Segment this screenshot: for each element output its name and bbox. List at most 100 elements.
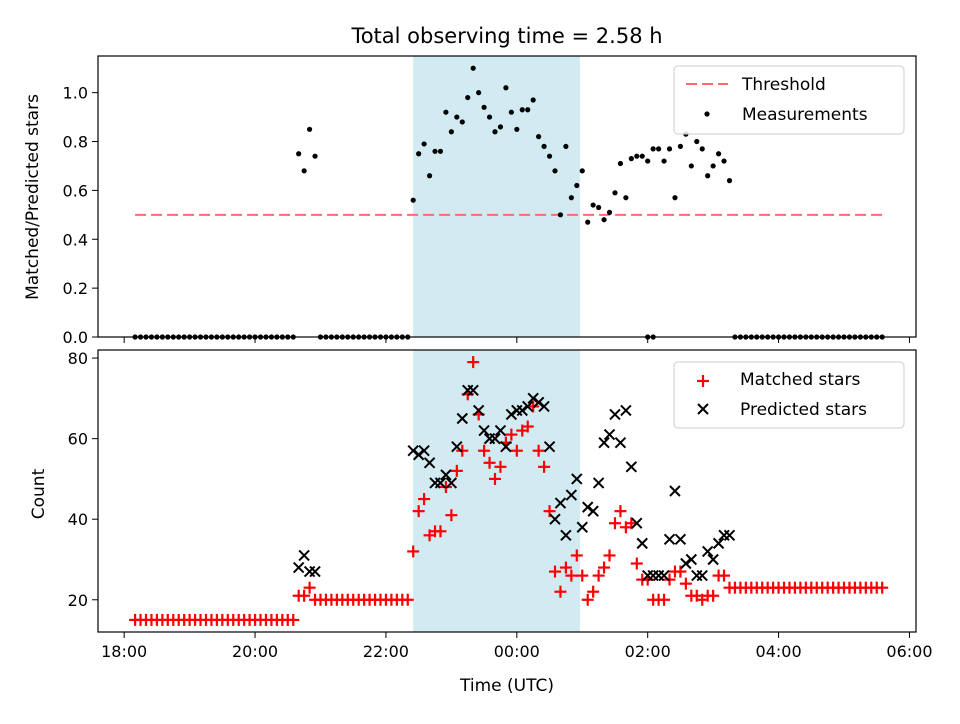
predicted-point bbox=[418, 445, 430, 457]
measurement-point bbox=[497, 124, 504, 130]
matched-legend-swatch bbox=[697, 375, 709, 387]
predicted-point bbox=[423, 457, 436, 469]
predicted-point bbox=[592, 477, 605, 489]
predicted-point bbox=[636, 537, 648, 550]
measurement-point bbox=[623, 195, 629, 201]
y-tick-label: 80 bbox=[68, 349, 88, 368]
predicted-point bbox=[565, 489, 578, 501]
measurement-point bbox=[312, 153, 318, 159]
matched-point bbox=[598, 561, 611, 574]
predicted-point bbox=[625, 461, 638, 473]
predicted-point bbox=[543, 440, 556, 453]
predicted-point bbox=[303, 565, 316, 578]
matched-point bbox=[559, 561, 572, 574]
measurement-point bbox=[432, 148, 438, 154]
measurement-point bbox=[699, 146, 705, 152]
measurement-point bbox=[656, 146, 662, 152]
measurement-point bbox=[459, 119, 465, 125]
measurement-point bbox=[410, 197, 416, 203]
predicted-point bbox=[620, 404, 632, 417]
measurement-point bbox=[519, 107, 525, 113]
predicted-point bbox=[532, 396, 545, 409]
predicted-point bbox=[494, 424, 507, 437]
measurement-point bbox=[503, 85, 509, 91]
predicted-point bbox=[603, 428, 616, 441]
matched-point bbox=[565, 569, 578, 582]
predicted-point bbox=[669, 485, 681, 497]
predicted-point bbox=[631, 517, 643, 529]
count-legend-box bbox=[673, 361, 905, 429]
measurement-point bbox=[715, 151, 722, 157]
matched-point bbox=[674, 565, 687, 578]
predicted-point bbox=[571, 473, 583, 485]
measurement-point bbox=[443, 109, 449, 115]
matched-point bbox=[489, 472, 502, 485]
ratio-axes: 0.0 0.2 0.4 0.6 0.8 1.0 bbox=[63, 84, 910, 347]
measurement-point bbox=[563, 143, 569, 150]
y-tick-label: 0.6 bbox=[63, 181, 88, 200]
predicted-point bbox=[516, 404, 528, 417]
matched-point bbox=[303, 581, 316, 594]
predicted-point bbox=[598, 436, 610, 449]
predicted-point bbox=[680, 557, 692, 570]
predicted-point bbox=[478, 424, 490, 437]
measurement-point bbox=[672, 195, 678, 201]
predicted-point bbox=[549, 513, 561, 525]
matched-point bbox=[527, 400, 540, 413]
measurement-point bbox=[301, 168, 307, 174]
predicted-point bbox=[500, 440, 512, 453]
matched-point bbox=[445, 509, 458, 522]
measurement-point bbox=[650, 146, 656, 152]
predicted-point bbox=[560, 529, 572, 542]
y-tick-label: 0.4 bbox=[63, 230, 88, 249]
measurement-point bbox=[606, 209, 613, 215]
measurement-point bbox=[628, 156, 634, 162]
matched-point bbox=[581, 593, 594, 606]
matched-point bbox=[456, 444, 469, 457]
measurement-point bbox=[574, 182, 580, 189]
x-tick-label: 22:00 bbox=[363, 642, 409, 661]
measurement-point bbox=[634, 153, 640, 159]
predicted-point bbox=[685, 553, 698, 566]
measurement-point bbox=[601, 217, 607, 223]
matched-point bbox=[298, 589, 311, 602]
measurement-point bbox=[476, 90, 482, 96]
measurement-point bbox=[306, 126, 313, 132]
measurement-point bbox=[585, 219, 591, 225]
measurement-point bbox=[705, 173, 711, 179]
predicted-point bbox=[718, 529, 730, 542]
predicted-legend-swatch bbox=[697, 403, 709, 415]
predicted-point bbox=[445, 477, 458, 489]
count-y-axis-label: Count bbox=[29, 468, 49, 519]
predicted-point bbox=[412, 449, 425, 461]
matched-point bbox=[570, 549, 583, 562]
measurement-point bbox=[694, 138, 700, 145]
predicted-point bbox=[609, 408, 621, 421]
matched-point bbox=[625, 517, 638, 530]
measurement-point bbox=[541, 143, 547, 150]
predicted-point bbox=[582, 501, 594, 513]
measurement-point bbox=[666, 146, 673, 152]
predicted-point bbox=[456, 412, 468, 425]
matched-point bbox=[718, 569, 731, 582]
predicted-point bbox=[658, 569, 670, 582]
count-points bbox=[129, 356, 889, 626]
measurement-point bbox=[454, 114, 460, 120]
ratio-legend: Threshold Measurements bbox=[673, 65, 905, 135]
matched-point bbox=[439, 480, 452, 493]
predicted-point bbox=[674, 533, 687, 546]
measurement-point bbox=[612, 190, 618, 196]
y-tick-label: 0.8 bbox=[63, 133, 88, 152]
predicted-point bbox=[527, 392, 539, 405]
matched-point bbox=[614, 505, 627, 518]
observing-window-shade bbox=[413, 56, 581, 337]
matched-point bbox=[608, 517, 621, 530]
matched-point bbox=[510, 444, 523, 457]
matched-point bbox=[876, 581, 889, 594]
y-tick-label: 1.0 bbox=[63, 84, 88, 103]
measurement-point bbox=[416, 151, 422, 157]
matched-point bbox=[592, 569, 605, 582]
predicted-point bbox=[489, 432, 501, 445]
matched-point bbox=[587, 585, 600, 598]
